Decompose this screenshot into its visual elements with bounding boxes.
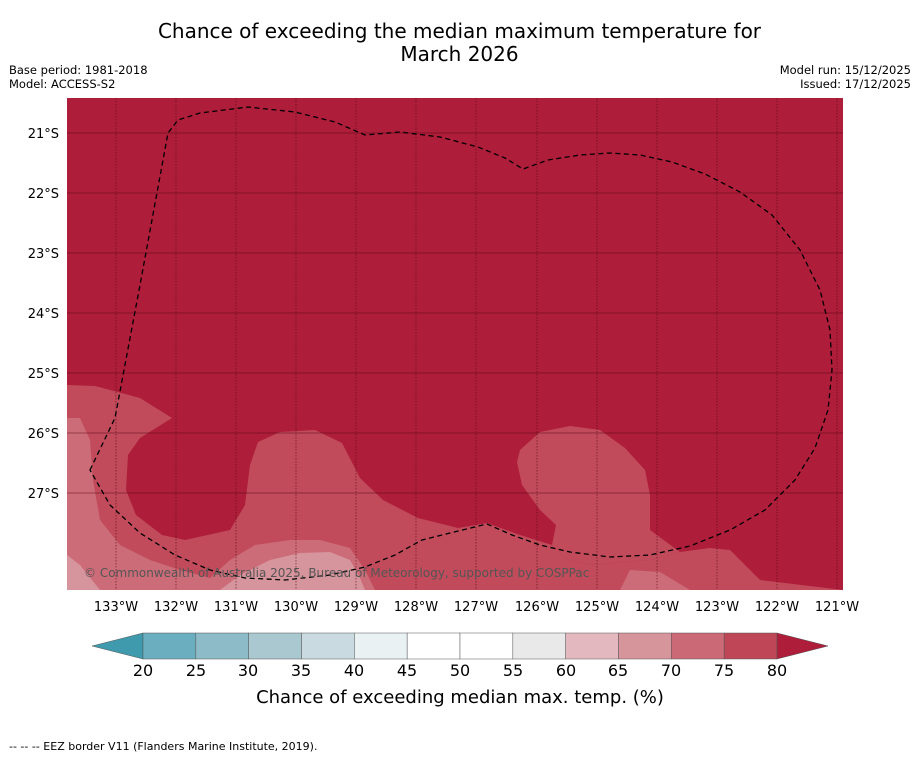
longitude-tick-labels: 133°W 132°W 131°W 130°W 129°W 128°W 127°… [94, 600, 859, 615]
metadata-left: Base period: 1981-2018 Model: ACCESS-S2 [9, 63, 148, 91]
colorbar-tick: 35 [291, 661, 311, 680]
colorbar-swatch [565, 632, 619, 660]
region-75-80 [67, 385, 843, 590]
lon-tick-label: 129°W [334, 600, 378, 615]
colorbar: 20 25 30 35 40 45 50 55 60 65 70 75 80 C… [91, 632, 829, 708]
colorbar-swatches [142, 632, 778, 660]
lon-tick-label: 132°W [154, 600, 198, 615]
chart-title-line2: March 2026 [400, 42, 519, 66]
base-period: Base period: 1981-2018 [9, 63, 148, 77]
colorbar-label: Chance of exceeding median max. temp. (%… [256, 687, 664, 708]
colorbar-swatch [195, 632, 249, 660]
eez-border [89, 106, 833, 581]
metadata-right: Model run: 15/12/2025 Issued: 17/12/2025 [780, 63, 911, 91]
lon-tick-label: 128°W [394, 600, 438, 615]
colorbar-tick: 55 [503, 661, 523, 680]
chart-title-line1: Chance of exceeding the median maximum t… [157, 19, 762, 43]
colorbar-tick: 80 [767, 661, 787, 680]
lon-tick-label: 123°W [695, 600, 739, 615]
colorbar-swatch [671, 632, 725, 660]
colorbar-swatch [142, 632, 197, 660]
colorbar-swatch [459, 632, 514, 660]
colorbar-tick-labels: 20 25 30 35 40 45 50 55 60 65 70 75 80 [133, 661, 787, 680]
lat-tick-label: 27°S [28, 487, 59, 502]
latitude-tick-labels: 21°S 22°S 23°S 24°S 25°S 26°S 27°S [28, 127, 59, 502]
lon-tick-label: 121°W [815, 600, 859, 615]
colorbar-swatch [406, 632, 461, 660]
map-panel: © Commonwealth of Australia 2025, Bureau… [67, 98, 843, 590]
lat-tick-label: 23°S [28, 247, 59, 262]
colorbar-tick: 20 [133, 661, 153, 680]
colorbar-tick: 25 [186, 661, 206, 680]
colorbar-tick: 70 [661, 661, 681, 680]
lon-tick-label: 126°W [515, 600, 559, 615]
model-run: Model run: 15/12/2025 [779, 63, 911, 77]
lon-tick-label: 124°W [635, 600, 679, 615]
colorbar-tick: 60 [556, 661, 576, 680]
colorbar-swatch [248, 632, 302, 660]
lon-tick-label: 127°W [454, 600, 498, 615]
lon-tick-label: 125°W [575, 600, 619, 615]
lon-tick-label: 122°W [755, 600, 799, 615]
colorbar-swatch [301, 632, 355, 660]
model-name: Model: ACCESS-S2 [9, 77, 116, 91]
issued-date: Issued: 17/12/2025 [800, 77, 911, 91]
lat-tick-label: 22°S [28, 187, 59, 202]
lon-tick-label: 133°W [94, 600, 138, 615]
colorbar-swatch [723, 632, 778, 660]
colorbar-under-arrow [91, 632, 144, 660]
colorbar-tick: 30 [238, 661, 258, 680]
region-75-80 [517, 426, 680, 565]
colorbar-swatch [618, 632, 672, 660]
colorbar-swatch [354, 632, 408, 660]
lat-tick-label: 26°S [28, 427, 59, 442]
copyright-text: © Commonwealth of Australia 2025, Bureau… [84, 566, 589, 580]
colorbar-over-arrow [776, 632, 829, 660]
region-80-plus [67, 98, 843, 590]
eez-legend-note: -- -- -- EEZ border V11 (Flanders Marine… [9, 740, 318, 753]
lon-tick-label: 131°W [214, 600, 258, 615]
lon-tick-label: 130°W [274, 600, 318, 615]
colorbar-tick: 50 [450, 661, 470, 680]
lat-tick-label: 21°S [28, 127, 59, 142]
region-65-70 [67, 552, 365, 590]
colorbar-swatch [512, 632, 566, 660]
lat-tick-label: 24°S [28, 307, 59, 322]
colorbar-tick: 75 [714, 661, 734, 680]
colorbar-tick: 45 [397, 661, 417, 680]
region-70-75 [67, 418, 375, 590]
region-70-75 [620, 570, 690, 590]
colorbar-tick: 40 [344, 661, 364, 680]
colorbar-tick: 65 [608, 661, 628, 680]
lat-tick-label: 25°S [28, 367, 59, 382]
map-gridlines [67, 98, 843, 590]
